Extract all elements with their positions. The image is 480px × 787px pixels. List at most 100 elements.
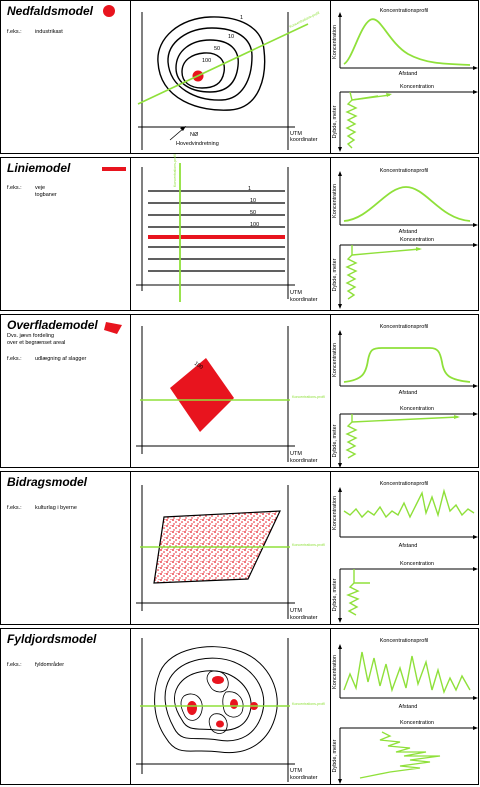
profile-column: Koncentrationsprofil Koncentration Afsta…: [330, 0, 479, 154]
panel-bidragsmodel: Bidragsmodel f.eks.: kulturlag i byerne …: [0, 471, 480, 626]
profiles: Koncentrationsprofil Koncentration Afsta…: [332, 481, 478, 623]
example-key: f.eks.:: [7, 29, 22, 35]
example-key: f.eks.:: [7, 662, 22, 668]
red-line-symbol: [102, 167, 126, 171]
model-title: Overflademodel: [7, 318, 98, 332]
svg-text:Dybde, meter: Dybde, meter: [332, 105, 338, 138]
svg-text:Koncentration: Koncentration: [400, 406, 434, 412]
model-title: Liniemodel: [7, 161, 71, 175]
panel-nedfaldsmodel: Nedfaldsmodel f.eks.: industrikast 1 10 …: [0, 0, 480, 155]
profile-column: Koncentrationsprofil Koncentration Afsta…: [330, 628, 479, 785]
svg-text:NØ: NØ: [190, 132, 199, 138]
svg-text:UTM: UTM: [290, 608, 302, 614]
svg-text:Koncentrationsprofil: Koncentrationsprofil: [380, 324, 429, 330]
panel-fyldjordsmodel: Fyldjordsmodel f.eks.: fyldområder UTM k…: [0, 628, 480, 785]
svg-text:100: 100: [250, 222, 259, 228]
svg-text:Dybde, meter: Dybde, meter: [332, 739, 338, 772]
panel-frame: [0, 471, 479, 625]
svg-text:koordinater: koordinater: [290, 297, 318, 303]
svg-text:Koncentrationsprofil: Koncentrationsprofil: [380, 481, 429, 487]
example-key: f.eks.:: [7, 356, 22, 362]
svg-text:Koncentration: Koncentration: [400, 561, 434, 567]
profiles: Koncentrationsprofil Koncentration Afsta…: [332, 638, 478, 784]
label-column: Overflademodel Dvs. jævn fordeling over e…: [0, 314, 131, 468]
svg-text:100: 100: [193, 361, 204, 371]
point-source-map: 1 10 50 100 NØ Hovedvindretning UTM koor…: [137, 11, 320, 150]
example-value: udlægning af slagger: [35, 356, 87, 362]
svg-text:Afstand: Afstand: [399, 543, 418, 549]
surface-source-map: 100 UTM koordinater Koncentrations-profi…: [136, 326, 325, 464]
line-source-map: 1 10 50 100 UTM koordinater Koncentratio…: [136, 154, 318, 303]
svg-text:UTM: UTM: [290, 131, 302, 137]
label-column: Nedfaldsmodel f.eks.: industrikast: [0, 0, 131, 154]
svg-text:koordinater: koordinater: [290, 137, 318, 143]
contribution-map: UTM koordinater Koncentrations-profil: [136, 485, 325, 621]
map-column: UTM koordinater Koncentrations-profil: [130, 628, 331, 785]
profiles: Koncentrationsprofil Koncentration Afsta…: [332, 8, 478, 152]
map-column: UTM koordinater Koncentrations-profil: [130, 471, 331, 625]
svg-text:50: 50: [214, 46, 220, 52]
label-column: Bidragsmodel f.eks.: kulturlag i byerne: [0, 471, 131, 625]
svg-text:Koncentrations-profil: Koncentrations-profil: [292, 395, 325, 399]
svg-text:UTM: UTM: [290, 451, 302, 457]
svg-text:Koncentrationsprofil: Koncentrationsprofil: [380, 8, 429, 14]
svg-text:10: 10: [228, 34, 234, 40]
svg-text:Afstand: Afstand: [399, 390, 418, 396]
svg-text:Afstand: Afstand: [399, 704, 418, 710]
svg-text:Dybde, meter: Dybde, meter: [332, 424, 338, 457]
example-key: f.eks.:: [7, 505, 22, 511]
svg-text:Afstand: Afstand: [399, 229, 418, 235]
svg-text:Koncentration: Koncentration: [332, 496, 338, 530]
svg-text:Koncentration: Koncentration: [332, 343, 338, 377]
panel-overflademodel: Overflademodel Dvs. jævn fordeling over e…: [0, 314, 480, 469]
svg-text:Koncentrationsprofil: Koncentrationsprofil: [380, 168, 429, 174]
svg-text:UTM: UTM: [290, 290, 302, 296]
svg-text:Afstand: Afstand: [399, 71, 418, 77]
profiles: Koncentrationsprofil Koncentration Afsta…: [332, 168, 478, 309]
example-value: industrikast: [35, 29, 63, 35]
svg-text:Koncentrations-profil: Koncentrations-profil: [292, 543, 325, 547]
svg-text:10: 10: [250, 198, 256, 204]
svg-text:Dybde, meter: Dybde, meter: [332, 258, 338, 291]
svg-text:100: 100: [202, 58, 211, 64]
svg-text:Koncentrations-profil: Koncentrations-profil: [292, 702, 325, 706]
model-title: Fyldjordsmodel: [7, 632, 97, 646]
example-value: veje togbaner: [35, 185, 57, 198]
example-key: f.eks.:: [7, 185, 22, 191]
svg-text:Dybde, meter: Dybde, meter: [332, 578, 338, 611]
svg-text:Koncentration: Koncentration: [332, 25, 338, 59]
profile-column: Koncentrationsprofil Koncentration Afsta…: [330, 471, 479, 625]
svg-text:Koncentration: Koncentration: [400, 237, 434, 243]
panel-frame: [0, 0, 479, 154]
svg-text:Koncentrationsprofil: Koncentrationsprofil: [380, 638, 429, 644]
map-column: 1 10 50 100 NØ Hovedvindretning UTM koor…: [130, 0, 331, 154]
svg-text:koordinater: koordinater: [290, 615, 318, 621]
model-title: Bidragsmodel: [7, 475, 88, 489]
svg-text:Koncentrations-profil: Koncentrations-profil: [173, 154, 177, 187]
panel-frame: [0, 157, 479, 311]
profiles: Koncentrationsprofil Koncentration Afsta…: [332, 324, 478, 468]
svg-text:koordinater: koordinater: [290, 458, 318, 464]
label-column: Fyldjordsmodel f.eks.: fyldområder: [0, 628, 131, 785]
panel-frame: [0, 628, 479, 785]
map-column: 1 10 50 100 UTM koordinater Koncentratio…: [130, 154, 331, 311]
svg-text:Koncentration: Koncentration: [332, 655, 338, 689]
svg-text:Hovedvindretning: Hovedvindretning: [176, 141, 219, 147]
svg-text:1: 1: [240, 15, 243, 21]
svg-text:Koncentration: Koncentration: [400, 720, 434, 726]
svg-text:50: 50: [250, 210, 256, 216]
svg-text:Koncentration: Koncentration: [332, 184, 338, 218]
red-area-symbol: [104, 322, 122, 334]
svg-text:Koncentration: Koncentration: [400, 84, 434, 90]
profile-column: Koncentrationsprofil Koncentration Afsta…: [330, 157, 479, 311]
fill-soil-map: UTM koordinater Koncentrations-profil: [136, 638, 325, 782]
panel-liniemodel: Liniemodel f.eks.: veje togbaner 1 10 50 …: [0, 154, 480, 312]
example-value: kulturlag i byerne: [35, 505, 77, 511]
svg-text:UTM: UTM: [290, 768, 302, 774]
panel-frame: [0, 314, 479, 468]
red-dot-symbol: [103, 5, 115, 17]
svg-text:koordinater: koordinater: [290, 775, 318, 781]
model-title: Nedfaldsmodel: [7, 4, 94, 18]
subtitle: Dvs. jævn fordeling over et begrænset are…: [7, 333, 66, 346]
map-column: 100 UTM koordinater Koncentrations-profi…: [130, 314, 331, 468]
